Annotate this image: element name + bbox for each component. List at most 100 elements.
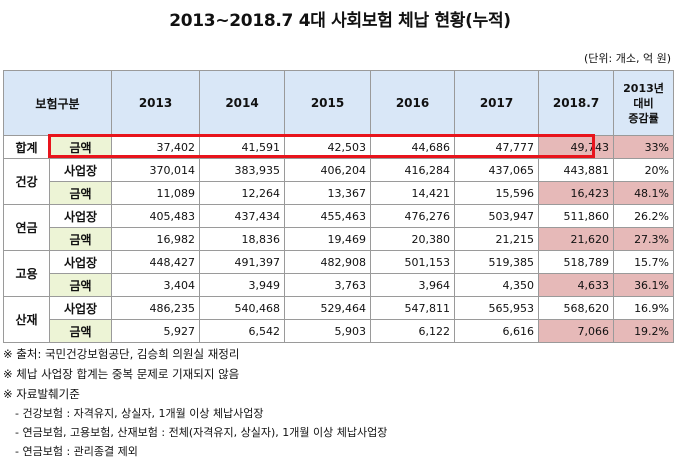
value-cell: 519,385 [454,250,540,274]
rate-cell: 19.2% [613,319,675,343]
value-cell: 482,908 [284,250,372,274]
value-cell: 383,935 [199,158,286,182]
value-cell: 518,789 [538,250,615,274]
value-cell: 49,743 [538,135,615,159]
value-cell: 405,483 [111,204,201,228]
note-source: ※ 출처: 국민건강보험공단, 김승희 의원실 재정리 [3,347,240,361]
sites-label: 사업장 [48,204,113,228]
value-cell: 476,276 [370,204,456,228]
value-cell: 416,284 [370,158,456,182]
page-title: 2013~2018.7 4대 사회보험 체납 현황(누적) [169,11,511,31]
group-cell: 합계 [3,135,50,159]
value-cell: 4,350 [454,273,540,297]
group-cell: 산재 [3,296,50,343]
value-cell: 3,763 [284,273,372,297]
value-cell: 41,591 [199,135,286,159]
amount-label: 금액 [48,227,113,251]
value-cell: 37,402 [111,135,201,159]
value-cell: 540,468 [199,296,286,320]
value-cell: 20,380 [370,227,456,251]
header-row: 보험구분 2013 2014 2015 2016 2017 2018.7 201… [2,70,675,136]
header-year: 2015 [284,70,372,136]
amount-label: 금액 [48,273,113,297]
value-cell: 448,427 [111,250,201,274]
header-year: 2016 [370,70,456,136]
value-cell: 19,469 [284,227,372,251]
value-cell: 4,633 [538,273,615,297]
value-cell: 47,777 [454,135,540,159]
value-cell: 3,964 [370,273,456,297]
value-cell: 568,620 [538,296,615,320]
value-cell: 486,235 [111,296,201,320]
value-cell: 13,367 [284,181,372,205]
sites-label: 사업장 [48,250,113,274]
table-row: 고용 사업장 448,427 491,397 482,908 501,153 519,385… [3,250,675,297]
sub-note: - 연금보험 : 관리종결 제외 [15,445,138,458]
value-cell: 15,596 [454,181,540,205]
table-row: 산재 사업장 486,235 540,468 529,464 547,811 565,953… [3,296,675,343]
note-duplicate: ※ 체납 사업장 합계는 중복 문제로 기재되지 않음 [3,367,240,381]
value-cell: 14,421 [370,181,456,205]
value-cell: 370,014 [111,158,201,182]
value-cell: 21,620 [538,227,615,251]
value-cell: 3,404 [111,273,201,297]
rate-cell: 26.2% [613,204,675,228]
rate-cell: 27.3% [613,227,675,251]
header-year: 2018.7 [538,70,615,136]
arrears-table: 보험구분 2013 2014 2015 2016 2017 2018.7 201… [2,70,675,343]
value-cell: 42,503 [284,135,372,159]
sites-label: 사업장 [48,158,113,182]
value-cell: 7,066 [538,319,615,343]
value-cell: 5,927 [111,319,201,343]
header-year: 2014 [199,70,286,136]
value-cell: 6,122 [370,319,456,343]
value-cell: 5,903 [284,319,372,343]
rate-cell: 33% [613,135,675,159]
table-row: 금액 5,927 6,542 5,903 6,122 6,616 7,066 19.2% [4,319,675,343]
sub-note: - 건강보험 : 자격유지, 상실자, 1개월 이상 체납사업장 [15,407,264,420]
value-cell: 503,947 [454,204,540,228]
value-cell: 501,153 [370,250,456,274]
sites-label: 사업장 [48,296,113,320]
rate-cell: 36.1% [613,273,675,297]
value-cell: 437,434 [199,204,286,228]
value-cell: 6,616 [454,319,540,343]
group-cell: 연금 [3,204,50,251]
note-criteria: ※ 자료발췌기준 [3,387,80,401]
notes: ※ 출처: 국민건강보험공단, 김승희 의원실 재정리 ※ 체납 사업장 합계는… [3,344,387,461]
header-year: 2017 [454,70,540,136]
value-cell: 491,397 [199,250,286,274]
amount-label: 금액 [48,181,113,205]
value-cell: 6,542 [199,319,286,343]
table-row: 금액 11,089 12,264 13,367 14,421 15,596 16,423 48… [4,181,675,205]
value-cell: 437,065 [454,158,540,182]
rate-cell: 16.9% [613,296,675,320]
table-row: 합계 금액 37,402 41,591 42,503 44,686 47,777 49,743… [3,135,675,159]
group-cell: 건강 [3,158,50,205]
group-cell: 고용 [3,250,50,297]
table-row: 연금 사업장 405,483 437,434 455,463 476,276 503,947… [3,204,675,251]
value-cell: 21,215 [454,227,540,251]
table-row: 건강 사업장 370,014 383,935 406,204 416,284 437,065… [3,158,675,205]
table-row: 금액 16,982 18,836 19,469 20,380 21,215 21,620 27… [4,227,675,251]
value-cell: 16,982 [111,227,201,251]
value-cell: 18,836 [199,227,286,251]
value-cell: 16,423 [538,181,615,205]
value-cell: 529,464 [284,296,372,320]
rate-cell: 15.7% [613,250,675,274]
value-cell: 511,860 [538,204,615,228]
rate-cell: 20% [613,158,675,182]
value-cell: 406,204 [284,158,372,182]
amount-label: 금액 [48,319,113,343]
value-cell: 44,686 [370,135,456,159]
table-row: 금액 3,404 3,949 3,763 3,964 4,350 4,633 36.1% [4,273,675,297]
value-cell: 3,949 [199,273,286,297]
value-cell: 455,463 [284,204,372,228]
header-increase: 2013년 대비 증감률 [613,70,675,136]
unit-note: (단위: 개소, 억 원) [584,52,671,65]
value-cell: 443,881 [538,158,615,182]
header-category: 보험구분 [2,70,113,136]
header-year: 2013 [111,70,201,136]
rate-cell: 48.1% [613,181,675,205]
value-cell: 565,953 [454,296,540,320]
